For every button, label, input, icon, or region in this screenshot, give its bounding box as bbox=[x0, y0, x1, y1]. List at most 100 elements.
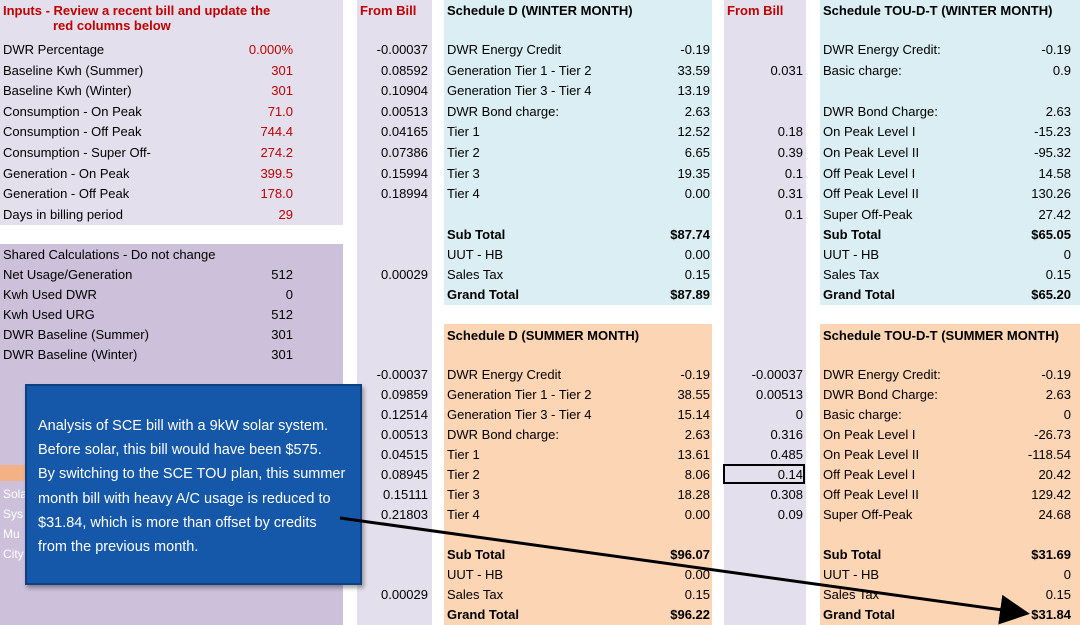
shared-label: DWR Baseline (Winter) bbox=[3, 347, 138, 362]
shared-partial-label: Mu bbox=[3, 527, 20, 541]
schedule_d_winter-subtotal-label: Sub Total bbox=[447, 227, 506, 242]
from-bill-1-tax: 0.00029 bbox=[381, 267, 428, 282]
tou_summer-value: -118.54 bbox=[1027, 447, 1071, 462]
schedule_d_summer-value: 18.28 bbox=[677, 487, 710, 502]
schedule_d_winter-label: Tier 3 bbox=[447, 165, 480, 181]
from-bill-1-value: 0.18994 bbox=[381, 186, 428, 202]
tou_summer-subtotal-label: Sub Total bbox=[823, 547, 882, 562]
schedule_d_winter-grand-label: Grand Total bbox=[447, 287, 519, 302]
tou_winter-uut-value: 0 bbox=[1063, 247, 1071, 262]
input-value: 744.4 bbox=[260, 124, 293, 140]
schedule_d_winter-label: Generation Tier 3 - Tier 4 bbox=[447, 83, 592, 99]
shared-partial-label: Sys bbox=[3, 507, 24, 521]
from-bill-1-value: 0.07386 bbox=[381, 145, 428, 160]
from-bill-1-summer-value: 0.12514 bbox=[381, 407, 428, 422]
tou_summer-grand-label: Grand Total bbox=[823, 607, 895, 622]
schedule_d_summer-label: Generation Tier 1 - Tier 2 bbox=[447, 387, 592, 402]
schedule_d_winter-label: Tier 1 bbox=[447, 124, 480, 140]
schedule-d-winter-header: Schedule D (WINTER MONTH) bbox=[447, 3, 633, 18]
from-bill-1-summer-value: -0.00037 bbox=[376, 367, 428, 382]
schedule_d_summer-tax-label: Sales Tax bbox=[447, 587, 504, 602]
schedule_d_summer-label: Generation Tier 3 - Tier 4 bbox=[447, 407, 592, 422]
schedule_d_winter-value: 33.59 bbox=[677, 62, 710, 78]
input-label: Days in billing period bbox=[3, 206, 123, 222]
tou_summer-subtotal-value: $31.69 bbox=[1031, 547, 1071, 562]
shared-value: 301 bbox=[271, 327, 293, 342]
tou_summer-label: Off Peak Level I bbox=[823, 467, 916, 482]
tou_winter-value: -95.32 bbox=[1034, 145, 1071, 160]
from-bill-1-value: 0.08592 bbox=[381, 62, 428, 78]
from-bill-1-summer-value: 0.15111 bbox=[382, 487, 428, 502]
schedule_d_summer-value: 13.61 bbox=[677, 447, 710, 462]
schedule_d_winter-value: 12.52 bbox=[677, 124, 710, 140]
from-bill-2-value: 0.18 bbox=[777, 124, 803, 140]
tou_summer-value: -26.73 bbox=[1034, 427, 1071, 442]
tou_winter-value: 27.42 bbox=[1038, 206, 1071, 222]
input-label: DWR Percentage bbox=[3, 42, 105, 57]
tou_winter-label: On Peak Level II bbox=[823, 145, 920, 160]
schedule_d_summer-value: 0.00 bbox=[684, 507, 710, 522]
tou_winter-tax-label: Sales Tax bbox=[823, 267, 880, 282]
schedule_d_winter-grand-value: $87.89 bbox=[670, 287, 710, 302]
schedule_d_summer-value: 8.06 bbox=[684, 467, 710, 482]
input-value: 274.2 bbox=[260, 145, 293, 160]
schedule_d_summer-value: -0.19 bbox=[680, 367, 710, 382]
tou_summer-label: On Peak Level I bbox=[823, 427, 916, 442]
tou_summer-tax-value: 0.15 bbox=[1045, 587, 1071, 602]
schedule_d_summer-subtotal-label: Sub Total bbox=[447, 547, 506, 562]
shared-value: 512 bbox=[271, 307, 293, 322]
schedule_d_winter-label: Tier 4 bbox=[447, 186, 480, 202]
shared-partial-label: City bbox=[3, 547, 24, 561]
from-bill-1-value: 0.00513 bbox=[381, 103, 428, 119]
schedule_d_winter-label: DWR Energy Credit bbox=[447, 42, 562, 57]
schedule_d_winter-value: 2.63 bbox=[684, 103, 710, 119]
from-bill-2-summer-value: -0.00037 bbox=[751, 367, 803, 382]
from-bill-2-summer-value: 0.308 bbox=[770, 487, 803, 502]
tou_summer-value: 20.42 bbox=[1038, 467, 1071, 482]
tou_summer-uut-label: UUT - HB bbox=[823, 567, 880, 582]
schedule_d_summer-label: DWR Energy Credit bbox=[447, 367, 562, 382]
callout-line-4: month bill with heavy A/C usage is reduc… bbox=[38, 490, 331, 507]
tou_summer-value: 129.42 bbox=[1031, 487, 1071, 502]
schedule-d-summer-header: Schedule D (SUMMER MONTH) bbox=[447, 328, 640, 343]
inputs-panel-bg bbox=[0, 0, 343, 225]
from-bill-2-value: 0.39 bbox=[777, 145, 803, 160]
tou_summer-uut-value: 0 bbox=[1063, 567, 1071, 582]
schedule_d_summer-subtotal-value: $96.07 bbox=[670, 547, 710, 562]
schedule_d_summer-grand-value: $96.22 bbox=[670, 607, 710, 622]
from-bill-1-summer-value: 0.08945 bbox=[381, 467, 428, 482]
tou_winter-grand-value: $65.20 bbox=[1031, 287, 1071, 302]
shared-title: Shared Calculations - Do not change bbox=[3, 247, 216, 262]
schedule_d_winter-value: 0.00 bbox=[684, 186, 710, 202]
from-bill-2-column-bg bbox=[724, 0, 806, 625]
callout-line-2: Before solar, this bill would have been … bbox=[38, 442, 322, 459]
schedule_d_summer-label: Tier 3 bbox=[447, 487, 480, 502]
from-bill-2-summer-value: 0 bbox=[795, 407, 803, 422]
shared-label: Kwh Used DWR bbox=[3, 287, 97, 302]
from-bill-2-summer-value: 0.485 bbox=[770, 447, 803, 462]
input-label: Baseline Kwh (Winter) bbox=[3, 83, 132, 99]
shared-value: 512 bbox=[271, 267, 293, 282]
callout-line-3: By switching to the SCE TOU plan, this s… bbox=[38, 466, 346, 483]
tou_summer-label: Basic charge: bbox=[823, 407, 902, 422]
tou_winter-tax-value: 0.15 bbox=[1045, 267, 1071, 282]
tou_winter-label: Off Peak Level II bbox=[823, 186, 919, 202]
inputs-title-line2: red columns below bbox=[53, 18, 171, 33]
from-bill-2-value: 0.031 bbox=[770, 62, 803, 78]
tou_winter-uut-label: UUT - HB bbox=[823, 247, 880, 262]
callout-line-1: Analysis of SCE bill with a 9kW solar sy… bbox=[38, 418, 329, 434]
schedule_d_summer-label: Tier 4 bbox=[447, 507, 480, 522]
tou_winter-label: Off Peak Level I bbox=[823, 165, 916, 181]
shared-partial-label: Sola bbox=[3, 487, 28, 501]
from-bill-2-summer-value: 0.00513 bbox=[756, 387, 803, 402]
shared-label: Kwh Used URG bbox=[3, 307, 95, 322]
tou_winter-label: Basic charge: bbox=[823, 62, 902, 78]
tou_winter-value: -15.23 bbox=[1034, 124, 1071, 140]
selected-cell-outline[interactable] bbox=[723, 464, 805, 484]
tou-winter-header: Schedule TOU-D-T (WINTER MONTH) bbox=[823, 3, 1053, 18]
input-value: 0.000% bbox=[248, 42, 293, 57]
tou_summer-label: Off Peak Level II bbox=[823, 487, 919, 502]
tou_summer-value: 24.68 bbox=[1038, 507, 1071, 522]
input-label: Baseline Kwh (Summer) bbox=[3, 62, 144, 78]
tou_summer-value: 2.63 bbox=[1045, 387, 1071, 402]
